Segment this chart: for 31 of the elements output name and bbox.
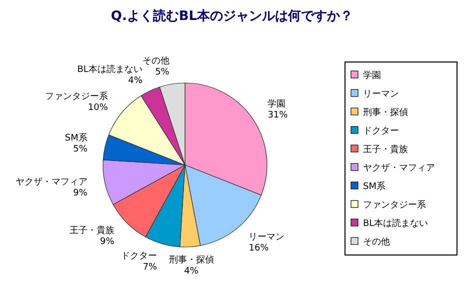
legend-label: 刑事・探偵 xyxy=(363,107,408,118)
slice-label: ファンタジー系 xyxy=(44,90,108,102)
slice-label: リーマン xyxy=(248,232,285,243)
slice-label: SM系 xyxy=(64,132,88,144)
data-label: 9% xyxy=(73,188,88,198)
slice-label: 学園 xyxy=(268,98,286,110)
data-label: 4% xyxy=(184,266,199,276)
legend-label: ファンタジー系 xyxy=(363,200,426,210)
legend-label: BL本は読まない xyxy=(363,218,428,229)
data-label: 5% xyxy=(73,144,88,155)
chart-title: Q.よく読むBL本のジャンルは何ですか？ xyxy=(110,8,354,24)
legend-label: ヤクザ・マフィア xyxy=(363,162,435,174)
data-label: 31% xyxy=(268,110,288,120)
slice-label: BL本は読まない xyxy=(77,64,142,76)
legend-label: 学園 xyxy=(363,70,381,81)
legend-label: 王子・貴族 xyxy=(363,144,408,155)
slice-label: ドクター xyxy=(121,252,158,262)
data-label: 4% xyxy=(128,76,143,86)
legend-label: ドクター xyxy=(363,126,399,136)
data-label: 16% xyxy=(248,244,270,254)
slice-label: 刑事・探偵 xyxy=(168,254,214,266)
data-label: 9% xyxy=(100,237,115,248)
legend-label: SM系 xyxy=(363,181,386,192)
legend-label: その他 xyxy=(363,236,390,248)
data-label: 7% xyxy=(142,262,158,273)
slice-label: その他 xyxy=(142,56,170,67)
data-label: 10% xyxy=(88,102,108,113)
data-label: 5% xyxy=(155,68,170,78)
slice-label: 王子・貴族 xyxy=(69,225,114,236)
slice-label: ヤクザ・マフィア xyxy=(15,176,88,188)
legend-label: リーマン xyxy=(363,90,399,100)
